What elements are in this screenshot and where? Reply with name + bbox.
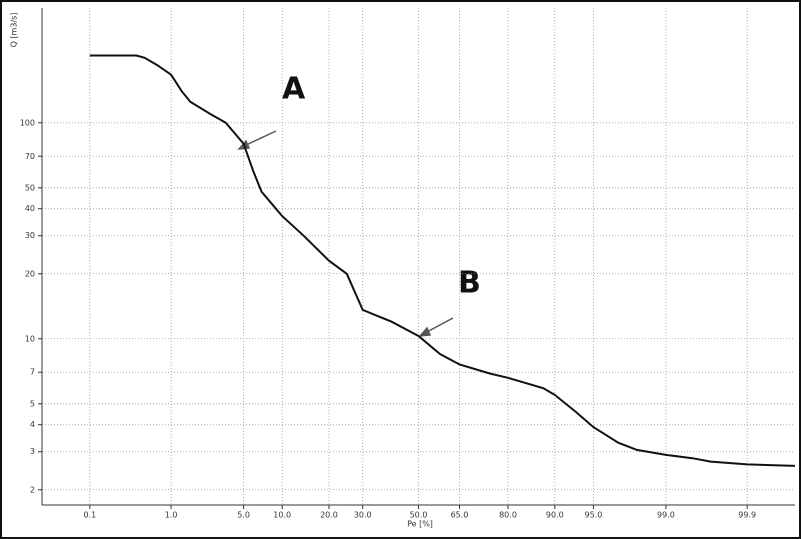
x-tick-label: 0.1 bbox=[83, 511, 96, 520]
x-axis-label: Pe [%] bbox=[407, 520, 433, 529]
y-tick-label: 3 bbox=[30, 447, 35, 456]
x-tick-label: 30.0 bbox=[354, 511, 372, 520]
y-axis-label: Q [m3/s] bbox=[10, 13, 19, 48]
annotation: A bbox=[282, 72, 306, 107]
x-tick-label: 50.0 bbox=[410, 511, 428, 520]
y-tick-label: 20 bbox=[25, 269, 35, 278]
y-tick-label: 4 bbox=[30, 420, 35, 429]
x-tick-label: 95.0 bbox=[585, 511, 603, 520]
y-tick-label: 7 bbox=[30, 368, 35, 377]
x-tick-label: 65.0 bbox=[451, 511, 469, 520]
data-line bbox=[89, 54, 796, 467]
y-tick-label: 30 bbox=[25, 231, 35, 240]
y-tick-label: 50 bbox=[25, 183, 35, 192]
annotation: B bbox=[458, 266, 481, 301]
x-tick-label: 5.0 bbox=[237, 511, 250, 520]
x-tick-label: 80.0 bbox=[499, 511, 517, 520]
arrow bbox=[243, 130, 277, 147]
x-tick-label: 90.0 bbox=[546, 511, 564, 520]
y-tick-label: 5 bbox=[30, 399, 35, 408]
y-tick-label: 70 bbox=[25, 152, 35, 161]
y-tick-label: 2 bbox=[30, 485, 35, 494]
arrow bbox=[424, 317, 454, 334]
x-tick-label: 20.0 bbox=[320, 511, 338, 520]
x-tick-label: 99.9 bbox=[738, 511, 756, 520]
x-tick-label: 10.0 bbox=[273, 511, 291, 520]
x-tick-label: 99.0 bbox=[657, 511, 675, 520]
y-tick-label: 10 bbox=[25, 334, 35, 343]
y-tick-label: 40 bbox=[25, 204, 35, 213]
x-tick-label: 1.0 bbox=[165, 511, 178, 520]
arrow-head bbox=[418, 326, 432, 337]
y-tick-label: 100 bbox=[20, 118, 35, 127]
